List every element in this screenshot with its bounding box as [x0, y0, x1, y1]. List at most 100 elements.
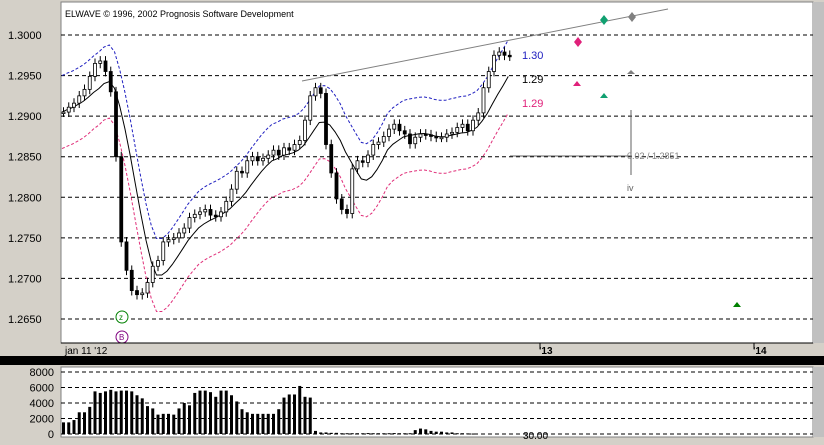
price-candles	[61, 47, 512, 300]
candle-body	[439, 136, 444, 140]
price-scrollbar[interactable]	[813, 2, 824, 343]
volume-bar	[298, 385, 302, 434]
target-marker-gray-diamond[interactable]	[628, 12, 636, 22]
candle-body	[177, 232, 181, 239]
target-marker-green-diamond[interactable]	[600, 15, 608, 25]
candle-body	[297, 140, 302, 145]
volume-bar	[219, 390, 223, 434]
volume-bar	[361, 433, 365, 435]
candle-body	[329, 144, 334, 174]
volume-bar	[156, 414, 160, 434]
volume-bar	[77, 412, 81, 434]
volume-tick-label: 0	[48, 429, 54, 441]
volume-bar	[209, 392, 212, 434]
volume-readout: 30.00	[523, 431, 548, 442]
candle-body	[350, 168, 355, 214]
volume-bar	[350, 433, 354, 435]
candle-body	[61, 111, 66, 114]
time-label-start: jan 11 '12	[64, 346, 108, 357]
candle-body	[497, 51, 502, 56]
candle-body	[145, 282, 150, 294]
target-marker-gray-triangle[interactable]	[627, 70, 635, 74]
lower-band-line	[61, 112, 509, 312]
candle-body	[287, 147, 292, 151]
time-label-13: '13	[539, 346, 553, 357]
volume-bar	[287, 394, 291, 434]
volume-bar	[408, 433, 412, 435]
candle-body	[345, 209, 349, 214]
candle-body	[397, 123, 402, 132]
candle-body	[240, 170, 244, 174]
candle-body	[465, 123, 470, 132]
candle-body	[87, 75, 92, 90]
wave-z-circle[interactable]	[115, 310, 129, 324]
wave-z-label: z	[119, 313, 123, 322]
candle-body	[492, 54, 496, 72]
candle-body	[434, 136, 439, 139]
price-tick-label: 1.2900	[8, 111, 42, 123]
candle-body	[224, 200, 229, 213]
volume-tick-label: 2000	[30, 414, 54, 426]
price-panel[interactable]	[60, 1, 814, 344]
volume-bar	[377, 433, 380, 435]
volume-bar	[340, 433, 344, 435]
volume-bar	[371, 433, 375, 435]
volume-bar	[398, 433, 401, 435]
candle-body	[98, 60, 103, 64]
candle-body	[119, 156, 124, 243]
volume-bar	[329, 432, 333, 434]
volume-bar	[324, 432, 328, 434]
candle-body	[150, 265, 155, 283]
candle-body	[460, 123, 465, 128]
volume-bar	[256, 413, 260, 434]
candle-body	[413, 136, 418, 145]
target-marker-green-triangle[interactable]	[600, 93, 608, 98]
volume-bar	[198, 390, 202, 434]
volume-bar	[356, 433, 359, 435]
candle-body	[276, 149, 281, 156]
candle-body	[250, 156, 255, 162]
volume-bar	[146, 406, 149, 434]
volume-bar	[135, 395, 139, 434]
candle-body	[219, 211, 223, 218]
candle-body	[282, 147, 286, 156]
candle-body	[308, 95, 313, 121]
volume-bar	[455, 433, 459, 435]
candle-body	[318, 87, 323, 94]
panel-divider[interactable]	[0, 356, 824, 365]
volume-bar	[261, 413, 265, 434]
volume-bar	[251, 413, 254, 434]
volume-panel[interactable]	[60, 366, 814, 438]
candle-body	[124, 241, 129, 271]
volume-bar	[67, 422, 71, 434]
candle-body	[171, 237, 176, 240]
volume-gridlines	[61, 371, 813, 435]
candle-body	[82, 88, 87, 97]
volume-bar	[62, 422, 65, 434]
target-readout: 0.02 / 1.2851	[627, 151, 680, 161]
target-marker-pink-diamond[interactable]	[574, 37, 582, 47]
level-label-pink: 1.29	[522, 98, 543, 110]
volume-bar	[471, 433, 475, 435]
volume-bar	[382, 433, 386, 435]
candle-body	[392, 123, 397, 130]
volume-bar	[98, 392, 102, 434]
volume-scrollbar[interactable]	[813, 367, 824, 437]
time-label-14: '14	[753, 346, 767, 357]
volume-bar	[419, 428, 422, 434]
candle-body	[77, 95, 82, 104]
candle-body	[213, 214, 218, 218]
candle-body	[476, 112, 481, 121]
volume-bar	[109, 389, 113, 434]
target-marker-darkgreen-triangle[interactable]	[733, 302, 741, 307]
candle-body	[203, 209, 208, 213]
candle-body	[502, 51, 507, 56]
level-label-blue: 1.30	[522, 50, 543, 62]
candle-body	[444, 133, 449, 138]
candle-body	[486, 71, 491, 89]
volume-bar	[303, 396, 307, 434]
target-marker-pink-triangle[interactable]	[573, 81, 581, 86]
volume-bar	[235, 401, 239, 434]
candle-body	[187, 217, 192, 229]
